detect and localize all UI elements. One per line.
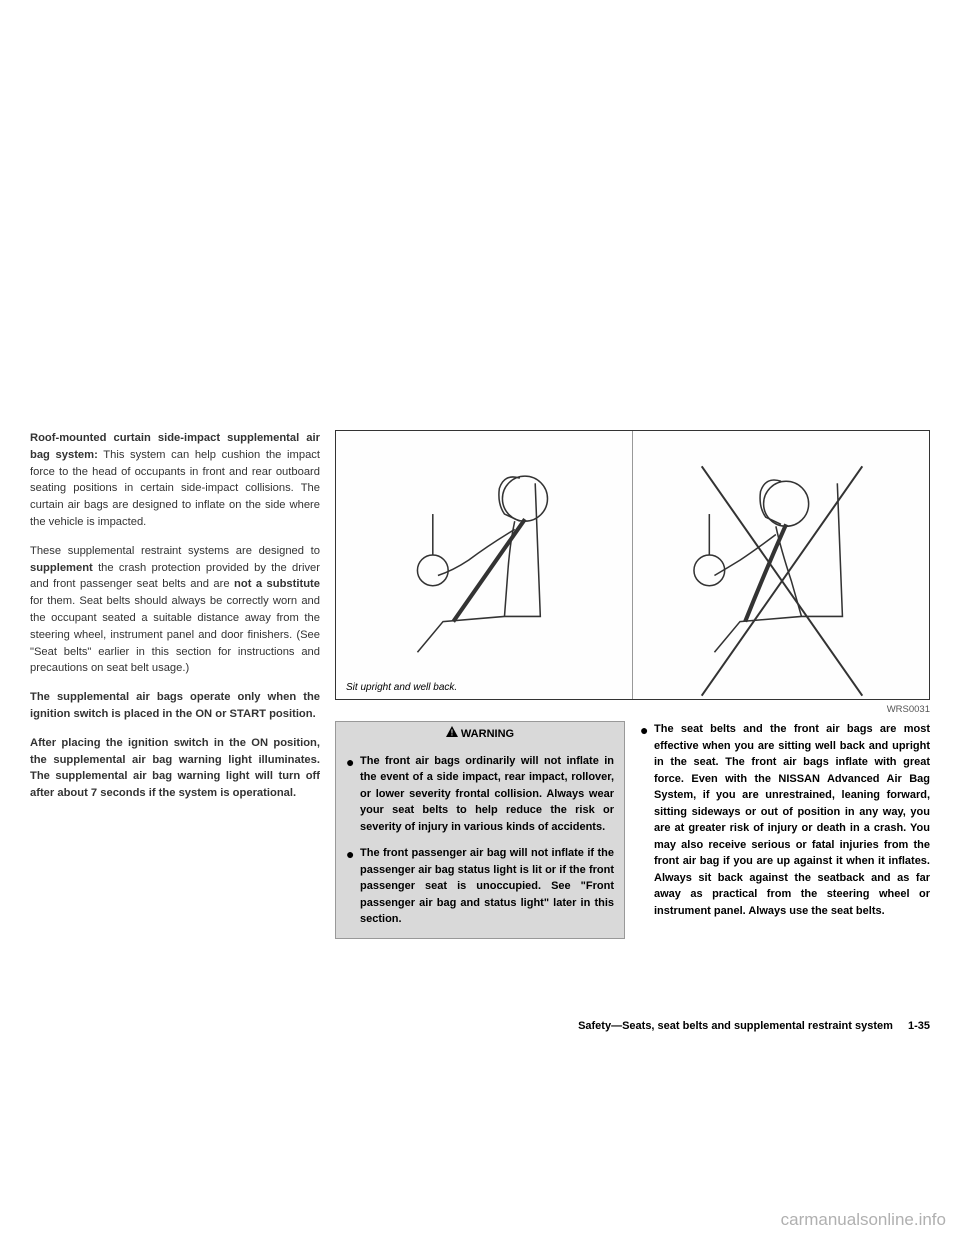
bullet-text: The front air bags ordinarily will not i… (360, 753, 614, 836)
bold-word: not a substitute (234, 578, 320, 590)
watermark: carmanualsonline.info (781, 1210, 946, 1230)
bold-word: supplement (30, 562, 93, 574)
figure-code: WRS0031 (335, 704, 930, 715)
para-text: These supplemental restraint systems are… (30, 545, 320, 557)
paragraph-ignition: After placing the ignition switch in the… (30, 735, 320, 802)
bullet-icon: ● (346, 847, 360, 928)
left-text-column: Roof-mounted curtain side-impact supplem… (30, 430, 320, 939)
page-footer: Safety—Seats, seat belts and supplementa… (578, 1020, 930, 1032)
bullet-icon: ● (640, 723, 654, 919)
page-content: Roof-mounted curtain side-impact supplem… (30, 430, 930, 939)
warning-column: ! WARNING ● The front air bags ordinaril… (335, 721, 625, 939)
para-text: for them. Seat belts should always be co… (30, 595, 320, 674)
figure-correct-position: Sit upright and well back. (336, 431, 633, 699)
paragraph-roof-system: Roof-mounted curtain side-impact supplem… (30, 430, 320, 531)
bullet-icon: ● (346, 755, 360, 836)
warning-box: ! WARNING ● The front air bags ordinaril… (335, 721, 625, 939)
right-section: Sit upright and well back. (335, 430, 930, 939)
person-sketch-incorrect (653, 451, 909, 659)
warning-label: WARNING (461, 728, 514, 740)
bullet-text: The front passenger air bag will not inf… (360, 845, 614, 928)
person-sketch-correct (356, 451, 612, 659)
seating-illustration-icon (356, 451, 612, 659)
figure-caption: Sit upright and well back. (346, 682, 457, 693)
seatbelt-bullet-item: ● The seat belts and the front air bags … (640, 721, 930, 919)
page-number: 1-35 (908, 1020, 930, 1032)
svg-text:!: ! (451, 729, 454, 738)
bottom-columns: ! WARNING ● The front air bags ordinaril… (335, 721, 930, 939)
figure-seating-position: Sit upright and well back. (335, 430, 930, 700)
seating-illustration-wrong-icon (653, 451, 909, 659)
paragraph-supplemental: These supplemental restraint systems are… (30, 543, 320, 677)
bullet-text: The seat belts and the front air bags ar… (654, 721, 930, 919)
warning-triangle-icon: ! (446, 726, 458, 743)
paragraph-operate: The supplemental air bags operate only w… (30, 689, 320, 723)
right-bullet-column: ● The seat belts and the front air bags … (640, 721, 930, 939)
warning-bullet-item: ● The front air bags ordinarily will not… (346, 753, 614, 836)
section-title: Safety—Seats, seat belts and supplementa… (578, 1020, 893, 1032)
warning-bullet-item: ● The front passenger air bag will not i… (346, 845, 614, 928)
warning-content: ● The front air bags ordinarily will not… (336, 747, 624, 938)
warning-header: ! WARNING (336, 722, 624, 747)
figure-incorrect-position (633, 431, 929, 699)
